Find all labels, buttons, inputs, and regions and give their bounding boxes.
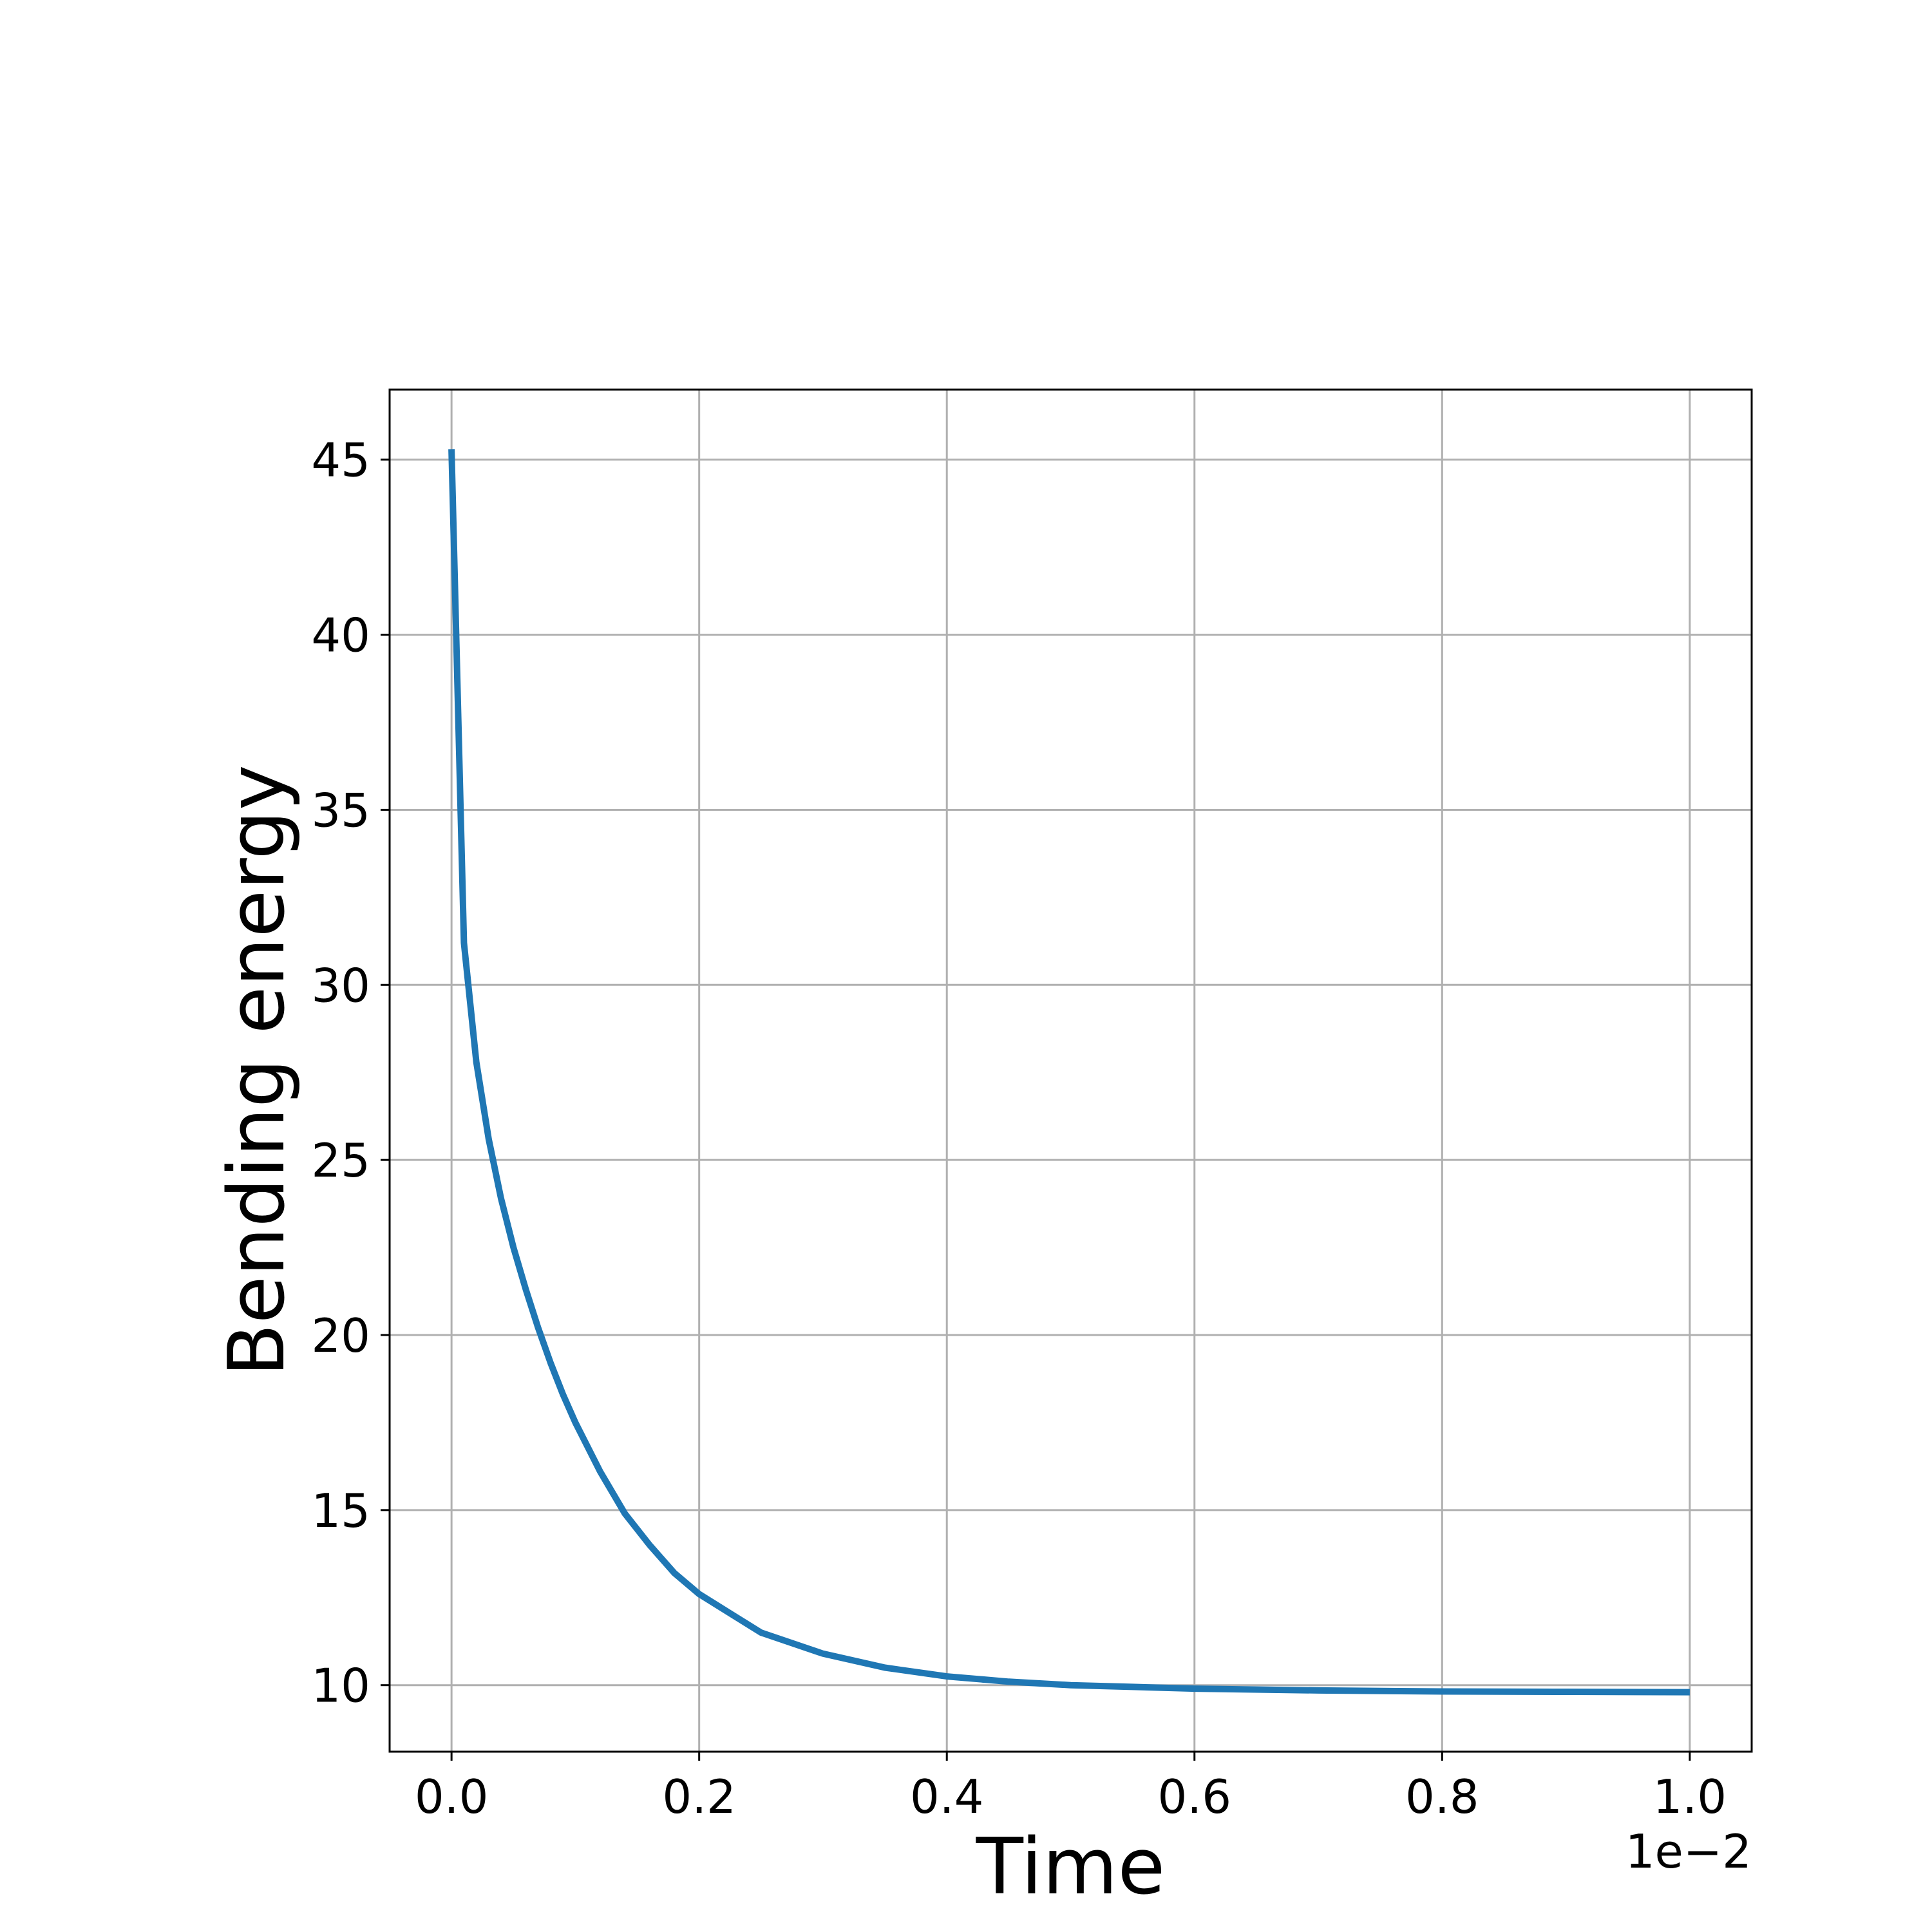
x-tick-label: 0.0 (415, 1770, 489, 1824)
x-axis-offset-label: 1e−2 (1625, 1824, 1752, 1879)
series-group (448, 449, 1690, 1696)
grid-lines (390, 390, 1752, 1752)
x-axis-label: Time (976, 1823, 1166, 1912)
y-tick-label: 25 (311, 1133, 370, 1188)
y-tick-label: 15 (311, 1484, 370, 1538)
x-tick-label: 0.6 (1158, 1770, 1232, 1824)
axis-ticks (381, 459, 1691, 1761)
y-tick-label: 45 (311, 433, 370, 488)
y-axis-label: Bending energy (213, 764, 302, 1376)
x-tick-label: 0.4 (910, 1770, 984, 1824)
y-tick-label: 40 (311, 609, 370, 663)
axis-tick-labels: 0.0 0.2 0.4 0.6 0.8 1.0 10 15 20 25 30 35 40 45 (311, 433, 1727, 1824)
x-tick-label: 0.8 (1405, 1770, 1479, 1824)
plot-frame (388, 388, 1753, 1753)
y-tick-label: 20 (311, 1309, 370, 1363)
x-tick-label: 0.2 (662, 1770, 736, 1824)
x-tick-label: 1.0 (1653, 1770, 1727, 1824)
y-tick-label: 10 (311, 1659, 370, 1713)
y-tick-label: 35 (311, 783, 370, 837)
y-tick-label: 30 (311, 958, 370, 1012)
series-line (448, 449, 1690, 1696)
